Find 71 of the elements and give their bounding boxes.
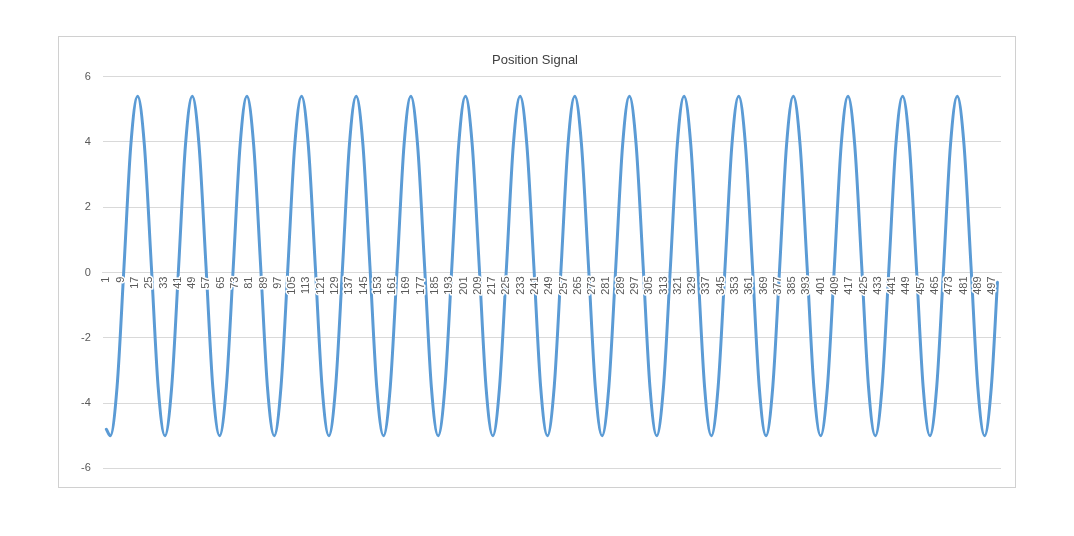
x-tick-label: 273 <box>585 276 598 295</box>
x-tick-label: 49 <box>185 276 198 289</box>
x-tick-label: 209 <box>470 276 483 295</box>
x-tick-label: 41 <box>170 276 183 289</box>
x-tick-label: 17 <box>127 276 140 289</box>
x-tick-label: 353 <box>727 276 740 295</box>
y-tick-label: -6 <box>81 461 91 474</box>
y-tick-label: 2 <box>84 200 91 213</box>
x-tick-label: 185 <box>427 276 440 295</box>
x-tick-label: 177 <box>413 276 426 295</box>
x-tick-label: 73 <box>227 276 240 289</box>
x-tick-label: 201 <box>456 276 469 295</box>
x-tick-label: 393 <box>799 276 812 295</box>
x-tick-label: 257 <box>556 276 569 295</box>
x-tick-label: 225 <box>499 276 512 295</box>
x-tick-label: 121 <box>313 276 326 295</box>
x-tick-label: 449 <box>899 276 912 295</box>
x-tick-label: 81 <box>242 276 255 289</box>
x-tick-label: 33 <box>156 276 169 289</box>
x-tick-label: 97 <box>270 276 283 289</box>
x-tick-label: 57 <box>199 276 212 289</box>
x-tick-label: 369 <box>756 276 769 295</box>
x-tick-label: 9 <box>113 276 126 283</box>
x-tick-label: 193 <box>442 276 455 295</box>
x-tick-label: 385 <box>785 276 798 295</box>
x-tick-label: 1 <box>99 276 112 283</box>
x-tick-label: 217 <box>485 276 498 295</box>
x-tick-label: 137 <box>342 276 355 295</box>
x-tick-label: 233 <box>513 276 526 295</box>
x-tick-label: 497 <box>985 276 998 295</box>
x-tick-label: 65 <box>213 276 226 289</box>
x-tick-label: 145 <box>356 276 369 295</box>
x-tick-label: 169 <box>399 276 412 295</box>
x-tick-label: 337 <box>699 276 712 295</box>
x-tick-label: 433 <box>870 276 883 295</box>
x-tick-label: 401 <box>813 276 826 295</box>
x-tick-label: 297 <box>627 276 640 295</box>
y-tick-label: -4 <box>81 396 91 409</box>
y-tick-label: 4 <box>84 134 91 147</box>
x-tick-label: 473 <box>942 276 955 295</box>
x-tick-label: 489 <box>970 276 983 295</box>
x-tick-label: 265 <box>570 276 583 295</box>
x-tick-label: 289 <box>613 276 626 295</box>
x-tick-label: 321 <box>670 276 683 295</box>
x-tick-label: 89 <box>256 276 269 289</box>
x-tick-label: 361 <box>742 276 755 295</box>
x-tick-label: 281 <box>599 276 612 295</box>
x-tick-label: 329 <box>685 276 698 295</box>
x-tick-label: 241 <box>527 276 540 295</box>
x-tick-label: 249 <box>542 276 555 295</box>
x-tick-label: 25 <box>142 276 155 289</box>
x-tick-label: 313 <box>656 276 669 295</box>
y-tick-label: 0 <box>84 265 91 278</box>
x-tick-label: 113 <box>299 276 312 295</box>
x-tick-label: 161 <box>385 276 398 295</box>
x-tick-label: 441 <box>885 276 898 295</box>
x-tick-label: 305 <box>642 276 655 295</box>
x-tick-label: 465 <box>927 276 940 295</box>
x-tick-label: 105 <box>285 276 298 295</box>
x-tick-label: 409 <box>827 276 840 295</box>
x-tick-label: 457 <box>913 276 926 295</box>
x-tick-label: 377 <box>770 276 783 295</box>
x-tick-label: 481 <box>956 276 969 295</box>
x-tick-label: 345 <box>713 276 726 295</box>
x-tick-label: 153 <box>370 276 383 295</box>
x-tick-label: 417 <box>842 276 855 295</box>
chart-title: Position Signal <box>492 52 579 68</box>
x-tick-label: 425 <box>856 276 869 295</box>
x-tick-label: 129 <box>327 276 340 295</box>
y-tick-label: -2 <box>81 330 91 343</box>
y-tick-label: 6 <box>84 69 91 82</box>
